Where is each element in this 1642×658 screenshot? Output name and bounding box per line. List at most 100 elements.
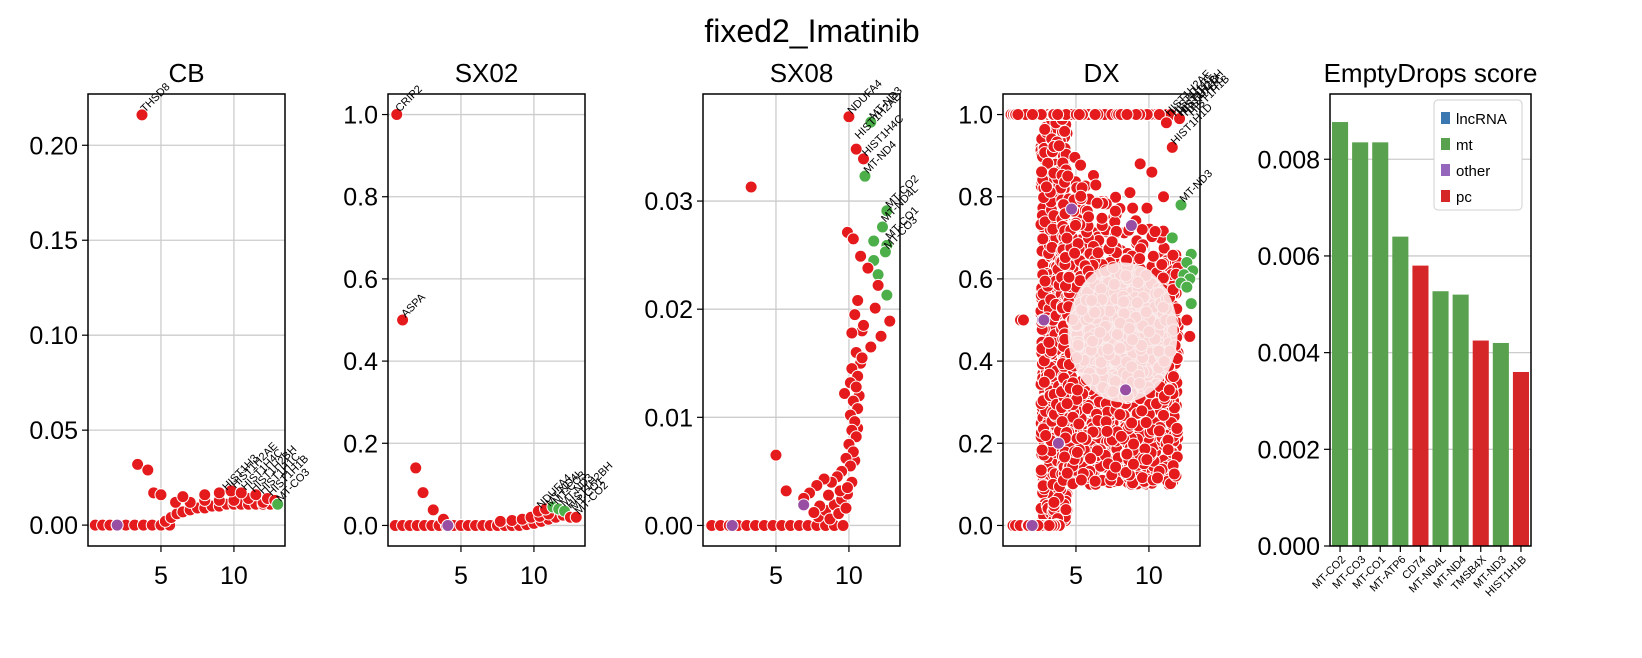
data-point xyxy=(769,448,783,462)
data-point xyxy=(849,380,863,394)
cloud-point xyxy=(1120,447,1134,461)
cloud-point xyxy=(1068,218,1082,232)
cloud-point xyxy=(1088,474,1102,488)
cloud-point xyxy=(1140,201,1154,215)
band-point xyxy=(836,518,850,532)
data-point xyxy=(1165,140,1179,154)
data-point-other xyxy=(1037,313,1051,327)
cloud-point xyxy=(1119,465,1133,479)
cloud-point xyxy=(1136,471,1150,485)
data-point xyxy=(1184,297,1198,311)
cloud-point xyxy=(1155,258,1169,272)
cloud-point xyxy=(1133,252,1147,266)
data-point-other xyxy=(1025,518,1039,532)
cloud-point xyxy=(1127,437,1141,451)
data-point xyxy=(1183,329,1197,343)
cloud-point xyxy=(1074,158,1088,172)
data-point xyxy=(861,261,875,275)
legend-label: pc xyxy=(1456,189,1472,206)
cloud-point xyxy=(1148,225,1162,239)
data-point xyxy=(821,488,835,502)
legend-swatch xyxy=(1441,112,1450,124)
data-point xyxy=(854,249,868,263)
data-point-other xyxy=(797,498,811,512)
cloud-point xyxy=(1083,452,1097,466)
y-tick-label: 0.2 xyxy=(958,430,993,458)
data-point xyxy=(1180,313,1194,327)
data-point xyxy=(234,486,248,500)
data-point-other xyxy=(441,518,455,532)
cloud-point xyxy=(1039,180,1053,194)
y-tick-label: 0.004 xyxy=(1257,340,1320,368)
bar xyxy=(1412,265,1429,546)
cloud-point xyxy=(1055,415,1069,429)
data-point xyxy=(131,457,145,471)
y-tick-label: 0.006 xyxy=(1257,243,1320,271)
y-tick-label: 0.8 xyxy=(343,184,378,212)
legend-label: other xyxy=(1456,163,1490,180)
cloud-point xyxy=(1025,108,1039,122)
bar xyxy=(1372,142,1389,546)
cloud-point xyxy=(1070,383,1084,397)
bar xyxy=(1512,371,1529,546)
cloud-point xyxy=(1075,430,1089,444)
cloud-point xyxy=(1035,443,1049,457)
cloud-point xyxy=(1120,108,1134,122)
legend-label: mt xyxy=(1456,137,1473,154)
data-point xyxy=(271,497,285,511)
y-tick-label: 0.10 xyxy=(29,322,78,350)
subplot-0: CB0.000.050.100.150.205 10THSD8HIST1H3HIS… xyxy=(29,58,312,590)
data-point xyxy=(1162,383,1176,397)
y-tick-label: 1.0 xyxy=(343,102,378,130)
cloud-point xyxy=(1082,210,1096,224)
data-point xyxy=(851,294,865,308)
cloud-point xyxy=(1167,467,1181,481)
y-tick-label: 0.4 xyxy=(958,348,993,376)
y-tick-label: 0.000 xyxy=(1257,533,1320,561)
y-tick-label: 0.01 xyxy=(644,404,693,432)
point-annotation: MT-ND3 xyxy=(1178,168,1215,205)
data-point xyxy=(198,488,212,502)
bar xyxy=(1492,342,1509,546)
data-point xyxy=(845,326,859,340)
plot-area xyxy=(1003,94,1200,546)
bar xyxy=(1452,294,1469,546)
y-tick-label: 0.00 xyxy=(644,512,693,540)
x-tick-label: 10 xyxy=(835,562,863,590)
subplot-title: EmptyDrops score xyxy=(1324,58,1538,88)
cloud-point xyxy=(1058,124,1072,138)
x-tick-label: 10 xyxy=(220,562,248,590)
cloud-point xyxy=(1042,335,1056,349)
figure-title: fixed2_Imatinib xyxy=(704,13,919,49)
cloud-point xyxy=(1114,429,1128,443)
data-point-other xyxy=(1119,383,1133,397)
data-point xyxy=(141,463,155,477)
cloud-point xyxy=(1070,445,1084,459)
data-point xyxy=(1133,157,1147,171)
cloud-point xyxy=(1068,246,1082,260)
cloud-point xyxy=(1074,189,1088,203)
data-point-other xyxy=(110,518,124,532)
cloud-point xyxy=(1039,429,1053,443)
y-tick-label: 0.6 xyxy=(343,266,378,294)
y-tick-label: 0.02 xyxy=(644,296,693,324)
y-tick-label: 0.00 xyxy=(29,512,78,540)
cloud-point xyxy=(1109,190,1123,204)
subplot-title: SX02 xyxy=(455,58,519,88)
cloud-point xyxy=(1038,122,1052,136)
cloud-point xyxy=(1074,473,1088,487)
data-point xyxy=(1165,231,1179,245)
legend-label: lncRNA xyxy=(1456,111,1507,128)
data-point xyxy=(864,340,878,354)
point-annotation: ASPA xyxy=(399,291,428,320)
data-point xyxy=(871,278,885,292)
y-tick-label: 1.0 xyxy=(958,102,993,130)
data-point xyxy=(1159,116,1173,130)
cloud-point xyxy=(1037,375,1051,389)
data-point xyxy=(857,318,871,332)
data-point xyxy=(1173,112,1187,126)
cloud-point xyxy=(1125,416,1139,430)
cloud-point xyxy=(1152,424,1166,438)
plot-area xyxy=(88,94,285,546)
data-point xyxy=(744,180,758,194)
